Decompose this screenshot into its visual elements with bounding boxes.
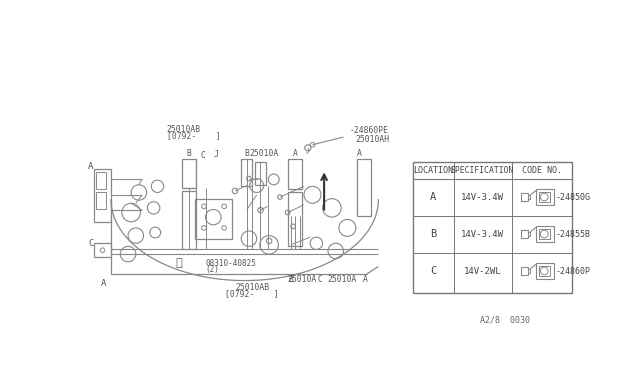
Text: -24860PE: -24860PE — [349, 126, 388, 135]
Bar — [96, 192, 106, 209]
Bar — [182, 191, 196, 249]
Text: A: A — [100, 279, 106, 288]
Text: 08310-40825: 08310-40825 — [205, 259, 257, 268]
Bar — [521, 230, 528, 238]
Text: 25010A: 25010A — [288, 275, 317, 284]
Bar — [94, 243, 111, 257]
Text: Ⓢ: Ⓢ — [176, 258, 182, 268]
Bar — [182, 158, 196, 188]
Bar — [358, 158, 371, 217]
Text: A: A — [88, 162, 93, 171]
Text: 14V-3.4W: 14V-3.4W — [461, 230, 504, 238]
Text: 14V-2WL: 14V-2WL — [464, 266, 501, 276]
Bar — [536, 189, 554, 205]
Text: A: A — [293, 149, 298, 158]
Text: -24855B: -24855B — [555, 230, 590, 238]
Text: B: B — [430, 229, 436, 239]
Text: C: C — [430, 266, 436, 276]
Text: 14V-3.4W: 14V-3.4W — [461, 193, 504, 202]
Text: 25010AB: 25010AB — [235, 283, 269, 292]
Text: LOCATION: LOCATION — [413, 166, 453, 174]
Text: [0792-    ]: [0792- ] — [167, 131, 220, 140]
Bar — [288, 158, 301, 189]
Text: SPECIFICATION: SPECIFICATION — [451, 166, 515, 174]
Bar — [539, 229, 550, 240]
Text: B: B — [289, 275, 293, 284]
Bar — [195, 199, 232, 239]
Text: (2): (2) — [205, 265, 220, 274]
Bar — [528, 195, 531, 199]
Bar — [536, 263, 554, 279]
Text: A: A — [356, 149, 362, 158]
Text: -24860P: -24860P — [555, 266, 590, 276]
Bar — [539, 266, 550, 276]
Text: 25010A: 25010A — [327, 275, 356, 284]
Text: [0792-    ]: [0792- ] — [225, 289, 279, 298]
Text: 25010A: 25010A — [250, 149, 279, 158]
Text: C: C — [318, 275, 323, 284]
Bar — [539, 192, 550, 202]
Bar — [255, 162, 266, 185]
Text: CODE NO.: CODE NO. — [522, 166, 562, 174]
Text: B: B — [186, 150, 191, 158]
Bar — [288, 192, 301, 246]
Bar — [528, 232, 531, 236]
Bar — [241, 158, 252, 186]
Text: J: J — [213, 150, 218, 159]
Text: A: A — [363, 275, 367, 284]
Text: A2/8  0030: A2/8 0030 — [480, 316, 530, 325]
Text: C: C — [200, 151, 205, 160]
Text: B: B — [244, 149, 249, 158]
Bar — [536, 226, 554, 242]
Text: 25010AH: 25010AH — [355, 135, 389, 144]
Bar — [94, 169, 111, 222]
Bar — [521, 193, 528, 201]
Bar — [413, 162, 572, 293]
Text: A: A — [430, 192, 436, 202]
Bar — [521, 267, 528, 275]
Text: C: C — [88, 239, 93, 248]
Text: 25010AB: 25010AB — [167, 125, 201, 134]
Bar — [528, 269, 531, 273]
Bar — [96, 173, 106, 189]
Text: -24850G: -24850G — [555, 193, 590, 202]
